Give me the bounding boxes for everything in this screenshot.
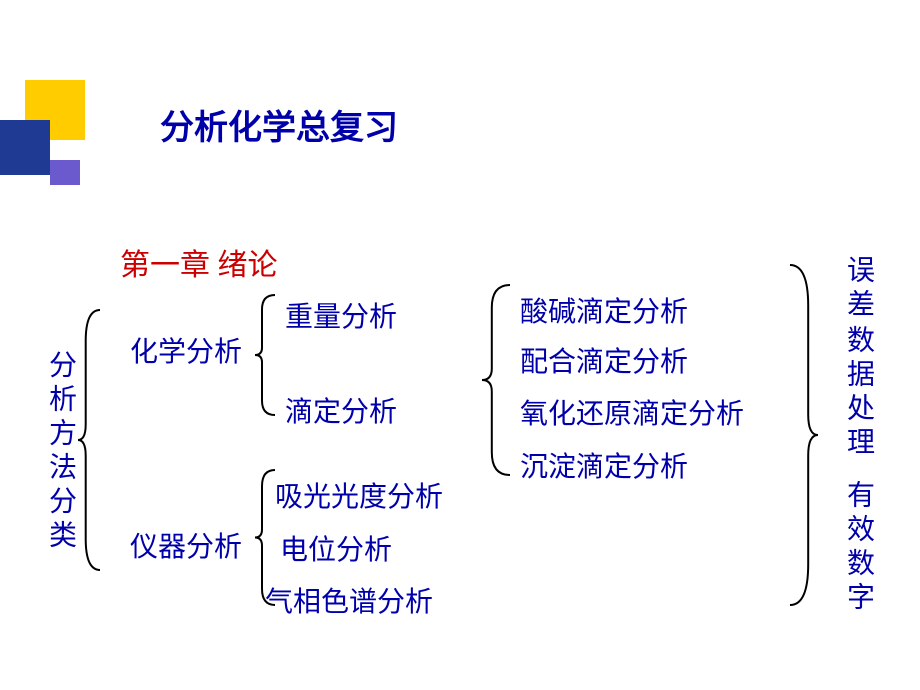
page-title: 分析化学总复习	[160, 100, 398, 149]
deco-navy-block	[0, 120, 50, 175]
brace-4	[790, 265, 818, 605]
node-gc: 气相色谱分析	[265, 580, 433, 620]
sidebar-error: 误差	[838, 255, 878, 323]
node-precip: 沉淀滴定分析	[520, 445, 688, 485]
chapter-heading: 第一章 绪论	[120, 240, 278, 284]
root-label: 分析方法分类	[40, 350, 80, 554]
node-instr: 仪器分析	[130, 525, 242, 565]
node-chem: 化学分析	[130, 330, 242, 370]
brace-3	[482, 285, 510, 475]
node-redox: 氧化还原滴定分析	[520, 392, 744, 432]
sidebar-data: 数据处理	[838, 325, 878, 461]
node-grav: 重量分析	[285, 295, 397, 335]
brace-1	[255, 295, 275, 415]
brace-2	[255, 470, 275, 605]
node-acid: 酸碱滴定分析	[520, 290, 688, 330]
node-abs: 吸光光度分析	[275, 475, 443, 515]
node-pot: 电位分析	[280, 528, 392, 568]
brace-0	[78, 310, 100, 570]
deco-purple-block	[50, 160, 80, 185]
node-titr: 滴定分析	[285, 390, 397, 430]
node-complex: 配合滴定分析	[520, 340, 688, 380]
sidebar-sigfig: 有效数字	[838, 480, 878, 616]
